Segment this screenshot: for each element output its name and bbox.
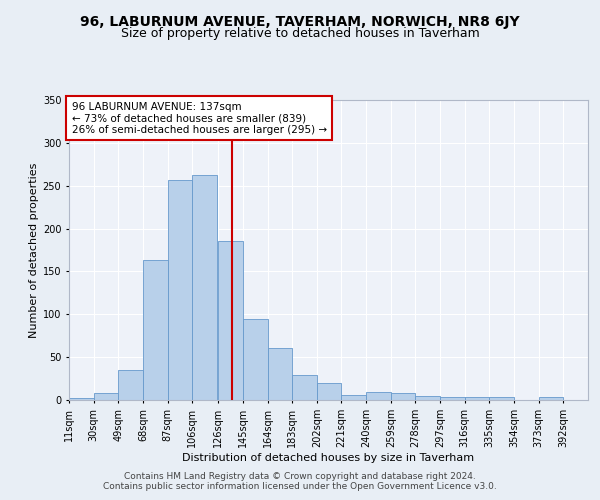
Bar <box>143 260 167 400</box>
Bar <box>243 318 268 400</box>
Bar <box>415 396 440 400</box>
Bar <box>292 375 317 400</box>
Bar <box>490 396 514 400</box>
Text: Size of property relative to detached houses in Taverham: Size of property relative to detached ho… <box>121 28 479 40</box>
Bar <box>192 176 217 400</box>
Bar <box>268 348 292 400</box>
Bar <box>118 370 143 400</box>
Bar <box>539 398 563 400</box>
Bar <box>167 180 192 400</box>
Text: Contains public sector information licensed under the Open Government Licence v3: Contains public sector information licen… <box>103 482 497 491</box>
Bar <box>69 398 94 400</box>
Bar <box>341 395 366 400</box>
Text: 96, LABURNUM AVENUE, TAVERHAM, NORWICH, NR8 6JY: 96, LABURNUM AVENUE, TAVERHAM, NORWICH, … <box>80 15 520 29</box>
Bar <box>440 396 465 400</box>
Bar <box>317 383 341 400</box>
Y-axis label: Number of detached properties: Number of detached properties <box>29 162 38 338</box>
Text: Contains HM Land Registry data © Crown copyright and database right 2024.: Contains HM Land Registry data © Crown c… <box>124 472 476 481</box>
Text: 96 LABURNUM AVENUE: 137sqm
← 73% of detached houses are smaller (839)
26% of sem: 96 LABURNUM AVENUE: 137sqm ← 73% of deta… <box>71 102 327 134</box>
X-axis label: Distribution of detached houses by size in Taverham: Distribution of detached houses by size … <box>182 452 475 462</box>
Bar <box>366 392 391 400</box>
Bar <box>391 393 415 400</box>
Bar <box>218 242 243 400</box>
Bar <box>465 398 490 400</box>
Bar <box>94 393 118 400</box>
